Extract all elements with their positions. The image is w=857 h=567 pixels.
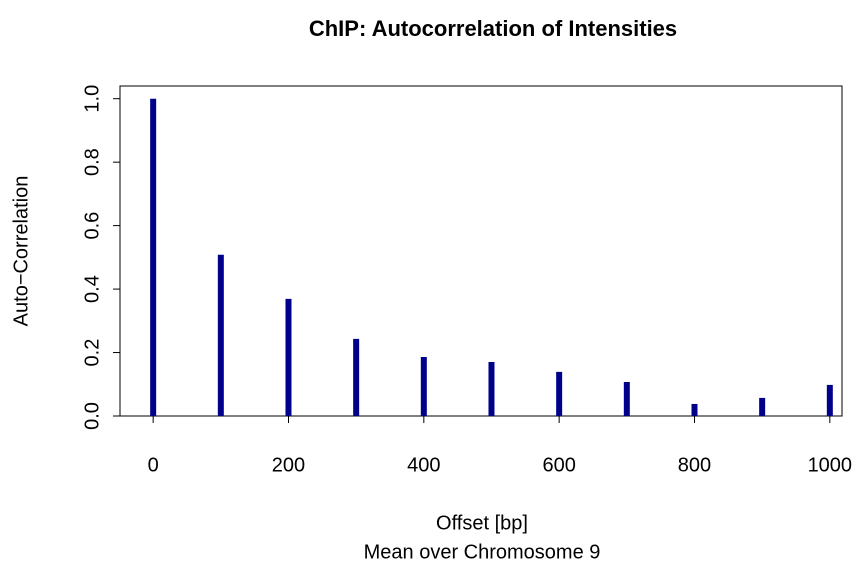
y-tick-label: 0.4 (81, 275, 103, 303)
chart-title: ChIP: Autocorrelation of Intensities (309, 16, 677, 41)
y-tick-label: 1.0 (81, 85, 103, 113)
x-axis-title: Offset [bp] (436, 512, 528, 534)
y-tick-label: 0.6 (81, 212, 103, 240)
y-tick-label: 0.8 (81, 148, 103, 176)
plot-frame (119, 85, 843, 417)
y-tick-label: 0.0 (81, 402, 103, 430)
x-tick-label: 400 (407, 454, 440, 476)
y-axis-title: Auto−Correlation (10, 176, 32, 327)
y-tick-label: 0.2 (81, 339, 103, 367)
x-tick-label: 200 (272, 454, 305, 476)
x-tick-label: 1000 (808, 454, 853, 476)
x-tick-label: 600 (542, 454, 575, 476)
subtitle: Mean over Chromosome 9 (364, 541, 601, 563)
x-tick-label: 0 (148, 454, 159, 476)
x-tick-label: 800 (678, 454, 711, 476)
